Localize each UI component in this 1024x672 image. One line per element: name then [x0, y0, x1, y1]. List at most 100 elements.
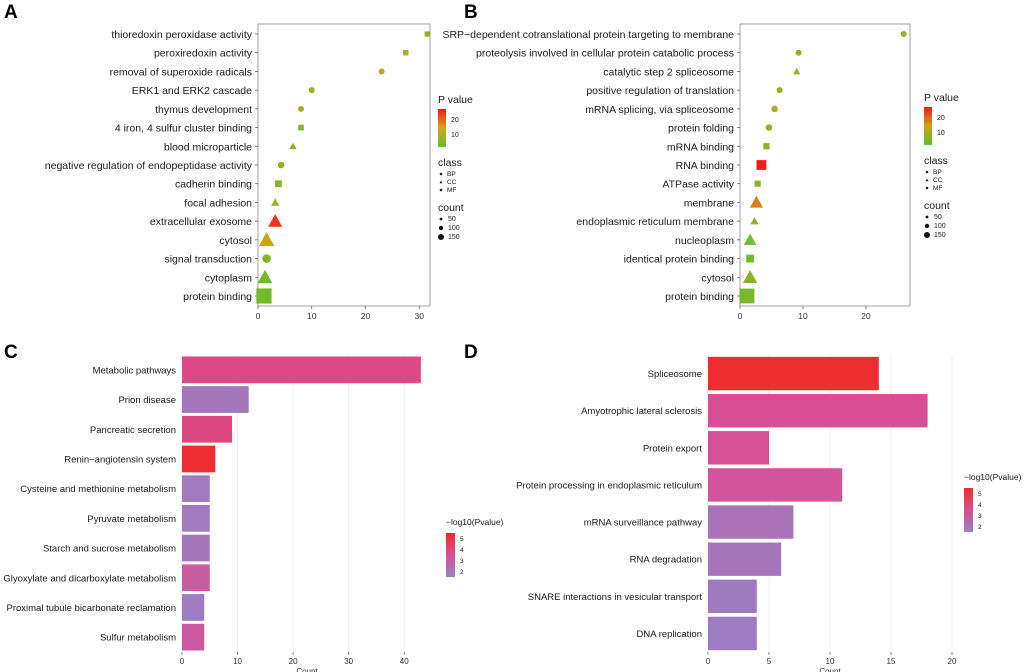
bar	[182, 564, 210, 592]
legend-count-label: 50	[934, 214, 942, 221]
bar	[708, 542, 782, 576]
legend-p-tick: 10	[451, 132, 459, 139]
y-tick-label: positive regulation of translation	[586, 85, 734, 97]
legend-count-label: 50	[448, 216, 456, 223]
legend-count-label: 100	[934, 223, 946, 230]
x-tick-label: 0	[738, 311, 743, 321]
legend-class-symbol	[925, 178, 929, 182]
data-point	[277, 161, 285, 169]
legend-class-symbol	[439, 172, 443, 176]
y-tick-label: nucleoplasm	[675, 235, 734, 247]
plot-frame	[257, 23, 431, 307]
legend-p-tick: 10	[937, 130, 945, 137]
bar	[182, 356, 421, 384]
legend-count-symbol	[438, 234, 444, 240]
data-point	[765, 124, 773, 131]
y-tick-label: Cysteine and methionine metabolism	[20, 484, 176, 495]
panel-b: B SRP−dependent cotranslational protein t…	[442, 2, 959, 321]
data-point	[743, 233, 757, 245]
legend-title: −log10(Pvalue)	[964, 472, 1022, 482]
y-tick-label: Glyoxylate and dicarboxylate metabolism	[3, 573, 176, 584]
legend-count-title: count	[438, 202, 464, 214]
y-tick-label: mRNA surveillance pathway	[584, 518, 703, 529]
legend-tick: 4	[460, 547, 464, 554]
bar	[182, 475, 210, 503]
data-point	[298, 124, 304, 131]
data-point	[258, 232, 275, 247]
x-tick-label: 0	[256, 311, 261, 321]
data-point	[749, 195, 763, 208]
y-tick-label: ATPase activity	[662, 179, 734, 191]
y-tick-label: negative regulation of endopeptidase act…	[45, 160, 253, 172]
legend-colorbar	[446, 533, 455, 577]
legend-tick: 4	[978, 502, 982, 509]
data-point	[776, 87, 783, 94]
x-tick-label: 5	[767, 657, 772, 666]
y-tick-label: Renin−angiotensin system	[64, 454, 176, 465]
legend-class-label: BP	[933, 169, 942, 176]
plot-frame	[739, 23, 911, 307]
x-tick-label: 10	[233, 657, 242, 666]
y-tick-label: removal of superoxide radicals	[110, 66, 252, 78]
panel-c: C Metabolic pathways Prion disease Pancreat…	[3, 342, 503, 672]
panel-letter: B	[464, 2, 478, 23]
y-tick-label: SRP−dependent cotranslational protein ta…	[442, 29, 734, 41]
data-point	[308, 87, 315, 94]
y-tick-label: Prion disease	[118, 395, 176, 406]
bar	[182, 534, 210, 562]
data-point	[262, 254, 271, 263]
legend-p-colorbar	[438, 109, 446, 147]
y-tick-label: mRNA splicing, via spliceosome	[585, 104, 734, 116]
legend-class-label: CC	[933, 177, 943, 184]
y-tick-label: Starch and sucrose metabolism	[43, 544, 176, 555]
data-point	[256, 288, 272, 304]
y-tick-label: blood microparticle	[164, 141, 252, 153]
data-point	[298, 105, 304, 112]
bar	[708, 356, 879, 391]
legend-class-label: MF	[933, 185, 942, 192]
legend-p-title: P value	[924, 92, 959, 104]
legend-p-colorbar	[924, 107, 932, 145]
legend-tick: 2	[460, 569, 464, 576]
bar	[182, 386, 249, 413]
y-tick-label: extracellular exosome	[150, 216, 252, 228]
x-tick-label: 15	[887, 657, 896, 666]
y-tick-label: catalytic step 2 spliceosome	[603, 66, 734, 78]
data-point	[750, 217, 759, 225]
y-tick-label: identical protein binding	[624, 254, 734, 266]
data-point	[771, 105, 778, 113]
legend-count-symbol	[439, 217, 443, 221]
y-tick-label: protein folding	[668, 123, 734, 135]
y-tick-label: Pancreatic secretion	[90, 425, 176, 436]
legend-class-label: CC	[447, 179, 457, 186]
bar	[708, 616, 757, 651]
bar	[182, 623, 205, 651]
x-axis-title: Count	[296, 667, 318, 672]
x-axis-title: Count	[819, 667, 841, 672]
legend-count-symbol	[924, 223, 930, 229]
data-point	[746, 254, 754, 263]
y-tick-label: endoplasmic reticulum membrane	[576, 216, 734, 228]
y-tick-label: signal transduction	[164, 254, 252, 266]
data-point	[795, 49, 802, 56]
y-tick-label: Protein export	[643, 443, 703, 454]
panel-d: D Spliceosome Amyotrophic lateral sclerosi…	[464, 342, 1022, 672]
data-point	[275, 180, 282, 188]
y-tick-label: Metabolic pathways	[93, 365, 177, 376]
legend-p-tick: 20	[937, 115, 945, 122]
data-point	[793, 67, 801, 75]
legend-class-title: class	[438, 157, 462, 169]
y-tick-label: Protein processing in endoplasmic reticu…	[516, 480, 702, 491]
y-tick-label: 4 iron, 4 sulfur cluster binding	[115, 123, 252, 135]
legend-tick: 5	[460, 536, 464, 543]
y-tick-label: protein binding	[665, 291, 734, 303]
x-tick-label: 30	[415, 311, 425, 321]
data-point	[268, 214, 283, 227]
legend-class-symbol	[439, 180, 443, 184]
legend-count-symbol	[925, 215, 929, 219]
data-point	[739, 288, 755, 304]
data-point	[742, 270, 758, 284]
bar	[708, 505, 794, 539]
legend-count-label: 150	[934, 232, 946, 239]
